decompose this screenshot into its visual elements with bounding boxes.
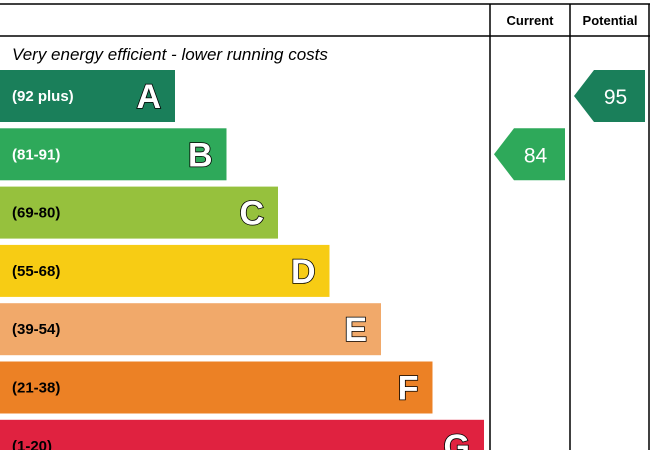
band-c-range: (69-80) xyxy=(12,205,60,222)
band-b-range: (81-91) xyxy=(12,146,60,163)
band-a-letter: A xyxy=(136,78,161,116)
band-b-bar xyxy=(0,128,227,181)
current-rating-marker xyxy=(494,128,565,181)
band-c-bar xyxy=(0,186,278,239)
band-f-range: (21-38) xyxy=(12,380,60,397)
band-g-range: (1-20) xyxy=(12,438,52,450)
band-d-letter: D xyxy=(291,253,316,291)
band-e-letter: E xyxy=(344,311,367,349)
band-a-bar xyxy=(0,70,175,122)
band-g-bar xyxy=(0,419,484,450)
chart-frame xyxy=(0,3,650,450)
band-f-bar xyxy=(0,361,433,414)
current-column-header: Current xyxy=(507,13,555,28)
efficiency-subtitle: Very energy efficient - lower running co… xyxy=(12,45,328,64)
band-b-letter: B xyxy=(188,136,213,174)
band-d-range: (55-68) xyxy=(12,263,60,280)
band-g-letter: G xyxy=(444,428,470,450)
band-e-range: (39-54) xyxy=(12,321,60,338)
potential-column-header: Potential xyxy=(583,13,638,28)
current-rating-value: 84 xyxy=(524,144,548,167)
band-a-range: (92 plus) xyxy=(12,88,74,105)
band-f-letter: F xyxy=(398,370,419,408)
band-d-bar xyxy=(0,244,330,297)
potential-rating-value: 95 xyxy=(604,86,627,109)
rating-bands: (92 plus) A (81-91) B (69-80) C (55-68) D (39-54… xyxy=(0,70,484,450)
potential-rating-marker xyxy=(574,70,645,122)
band-c-letter: C xyxy=(239,195,264,233)
rating-markers: 84 95 xyxy=(494,70,645,181)
band-e-bar xyxy=(0,303,381,356)
